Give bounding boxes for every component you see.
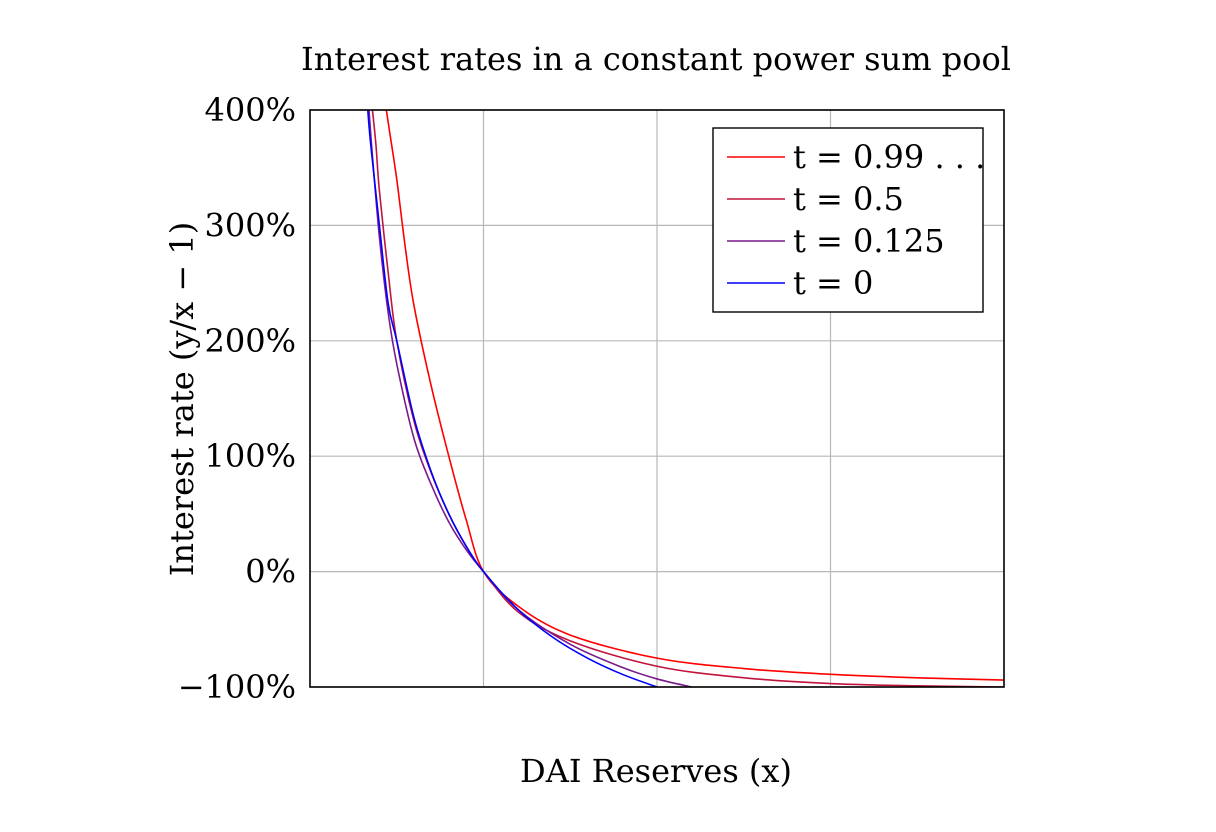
y-tick-label: −100%: [178, 668, 296, 706]
y-tick-label: 0%: [245, 553, 296, 591]
legend-box: [712, 127, 984, 313]
y-tick-label: 100%: [205, 437, 296, 475]
legend-label: t = 0.99 . . .: [793, 138, 985, 176]
y-tick-label: 200%: [205, 322, 296, 360]
series-line-0: [385, 110, 1004, 681]
y-tick-label: 400%: [205, 91, 296, 129]
series-group: [366, 110, 1004, 687]
legend-label: t = 0.5: [793, 180, 904, 218]
legend: t = 0.99 . . . t = 0.5 t = 0.125 t = 0: [712, 127, 985, 313]
series-line-3: [366, 110, 658, 687]
y-tick-label: 300%: [205, 206, 296, 244]
y-tick-labels: −100% 0% 100% 200% 300% 400%: [178, 91, 296, 706]
plot-frame: [309, 109, 1005, 688]
series-line-2: [368, 110, 692, 687]
y-axis-label: Interest rate (y/x − 1): [163, 222, 201, 576]
legend-label: t = 0.125: [793, 222, 945, 260]
chart-title: Interest rates in a constant power sum p…: [301, 40, 1011, 78]
x-axis-label: DAI Reserves (x): [520, 752, 792, 790]
legend-label: t = 0: [793, 264, 873, 302]
